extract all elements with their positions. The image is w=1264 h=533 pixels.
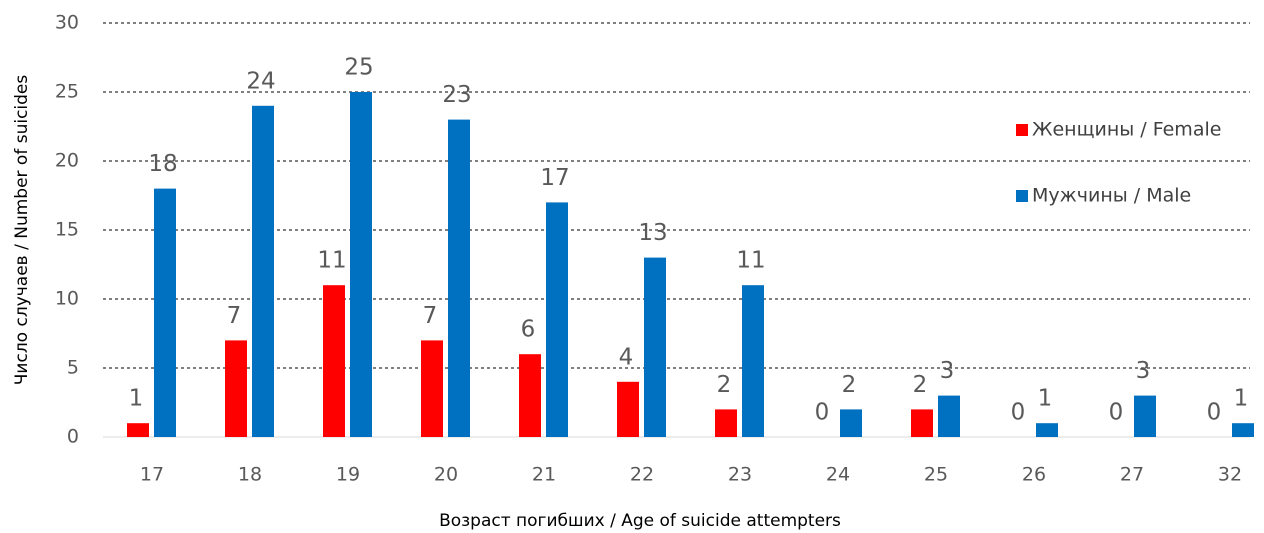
y-tick-label: 25 — [55, 81, 79, 103]
data-label: 1 — [1234, 386, 1249, 412]
bar — [448, 119, 470, 437]
bar — [840, 409, 862, 437]
y-axis-label: Число случаев / Number of suicides — [12, 75, 32, 386]
data-label: 2 — [717, 372, 732, 398]
data-label: 25 — [344, 55, 373, 81]
bar — [1134, 395, 1156, 437]
data-label: 0 — [815, 400, 830, 426]
x-tick-label: 26 — [1022, 464, 1046, 486]
bar — [323, 285, 345, 437]
data-label: 17 — [540, 165, 569, 191]
bar — [127, 423, 149, 437]
bar — [938, 395, 960, 437]
bar — [154, 188, 176, 437]
y-tick-label: 10 — [55, 288, 79, 310]
x-tick-label: 19 — [336, 464, 360, 486]
bar — [350, 92, 372, 437]
data-label: 11 — [317, 248, 346, 274]
data-label: 1 — [129, 386, 144, 412]
y-tick-label: 20 — [55, 150, 79, 172]
x-tick-label: 22 — [630, 464, 654, 486]
legend-label: Женщины / Female — [1032, 119, 1221, 141]
data-label: 11 — [736, 248, 765, 274]
bar — [644, 257, 666, 437]
bar — [617, 381, 639, 437]
data-label: 7 — [227, 303, 242, 329]
x-tick-label: 25 — [924, 464, 948, 486]
legend-swatch — [1016, 190, 1028, 202]
data-label: 0 — [1207, 400, 1222, 426]
x-tick-label: 24 — [826, 464, 850, 486]
x-tick-label: 32 — [1218, 464, 1242, 486]
bar — [546, 202, 568, 437]
y-tick-label: 30 — [55, 12, 79, 34]
data-label: 2 — [913, 372, 928, 398]
y-tick-label: 0 — [67, 426, 79, 448]
bar — [911, 409, 933, 437]
bar — [715, 409, 737, 437]
y-tick-label: 5 — [67, 357, 79, 379]
bar — [421, 340, 443, 437]
bar — [1036, 423, 1058, 437]
legend-label: Мужчины / Male — [1032, 185, 1191, 207]
x-tick-label: 17 — [140, 464, 164, 486]
bar — [519, 354, 541, 437]
y-tick-label: 15 — [55, 219, 79, 241]
data-label: 3 — [1136, 358, 1151, 384]
data-label: 4 — [619, 344, 634, 370]
x-tick-label: 18 — [238, 464, 262, 486]
data-label: 0 — [1011, 400, 1026, 426]
x-tick-label: 23 — [728, 464, 752, 486]
x-tick-label: 21 — [532, 464, 556, 486]
data-label: 24 — [246, 68, 275, 94]
bar — [225, 340, 247, 437]
x-axis-label: Возраст погибших / Age of suicide attemp… — [439, 511, 841, 531]
bar — [1232, 423, 1254, 437]
x-tick-label: 20 — [434, 464, 458, 486]
data-label: 13 — [638, 220, 667, 246]
data-label: 2 — [842, 372, 857, 398]
data-label: 6 — [521, 317, 536, 343]
data-label: 7 — [423, 303, 438, 329]
legend-swatch — [1016, 124, 1028, 136]
data-label: 0 — [1109, 400, 1124, 426]
bar — [742, 285, 764, 437]
x-tick-label: 27 — [1120, 464, 1144, 486]
data-label: 18 — [148, 151, 177, 177]
data-label: 1 — [1038, 386, 1053, 412]
data-label: 3 — [940, 358, 955, 384]
bar — [252, 105, 274, 438]
data-label: 23 — [442, 82, 471, 108]
